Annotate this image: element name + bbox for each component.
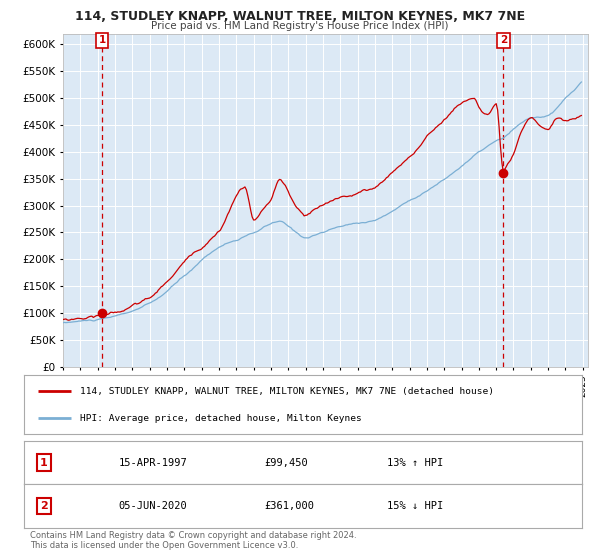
Text: 114, STUDLEY KNAPP, WALNUT TREE, MILTON KEYNES, MK7 7NE: 114, STUDLEY KNAPP, WALNUT TREE, MILTON … [75,10,525,23]
Text: 15% ↓ HPI: 15% ↓ HPI [387,501,443,511]
Text: Contains HM Land Registry data © Crown copyright and database right 2024.
This d: Contains HM Land Registry data © Crown c… [30,531,356,550]
Text: 2: 2 [40,501,47,511]
Text: 2: 2 [500,35,507,45]
Text: 1: 1 [40,458,47,468]
Text: Price paid vs. HM Land Registry's House Price Index (HPI): Price paid vs. HM Land Registry's House … [151,21,449,31]
Text: HPI: Average price, detached house, Milton Keynes: HPI: Average price, detached house, Milt… [80,414,362,423]
Text: 114, STUDLEY KNAPP, WALNUT TREE, MILTON KEYNES, MK7 7NE (detached house): 114, STUDLEY KNAPP, WALNUT TREE, MILTON … [80,386,494,395]
Text: 05-JUN-2020: 05-JUN-2020 [119,501,188,511]
Text: £361,000: £361,000 [264,501,314,511]
Text: 1: 1 [98,35,106,45]
Text: £99,450: £99,450 [264,458,308,468]
Text: 15-APR-1997: 15-APR-1997 [119,458,188,468]
Text: 13% ↑ HPI: 13% ↑ HPI [387,458,443,468]
